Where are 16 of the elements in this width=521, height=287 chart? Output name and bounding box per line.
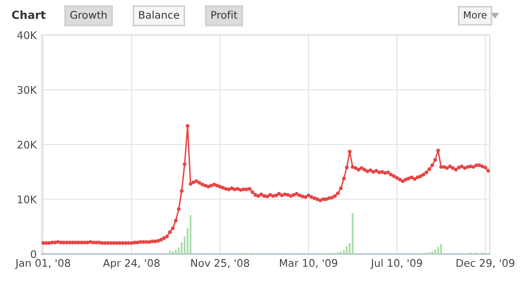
y-tick-label: 0 xyxy=(30,250,36,258)
x-tick-label: Jan 01, '08 xyxy=(14,259,70,269)
text: Growth xyxy=(70,10,107,19)
x-tick-label: Jul 10, '09 xyxy=(370,258,422,269)
y-tick-label: 40K xyxy=(17,31,38,40)
text: Profit xyxy=(211,10,238,19)
text: Balance xyxy=(139,10,180,19)
chart-title: Chart xyxy=(12,10,46,20)
y-tick-label: 10K xyxy=(18,195,38,204)
x-tick-label: Apr 24, '08 xyxy=(103,259,160,269)
x-tick-label: Dec 29, '09 xyxy=(456,259,514,268)
x-tick-label: Nov 25, '08 xyxy=(191,259,250,268)
y-tick-label: 20K xyxy=(17,140,38,149)
text: More xyxy=(464,11,487,19)
x-tick-label: Mar 10, '09 xyxy=(280,259,338,268)
y-tick-label: 30K xyxy=(18,86,38,94)
